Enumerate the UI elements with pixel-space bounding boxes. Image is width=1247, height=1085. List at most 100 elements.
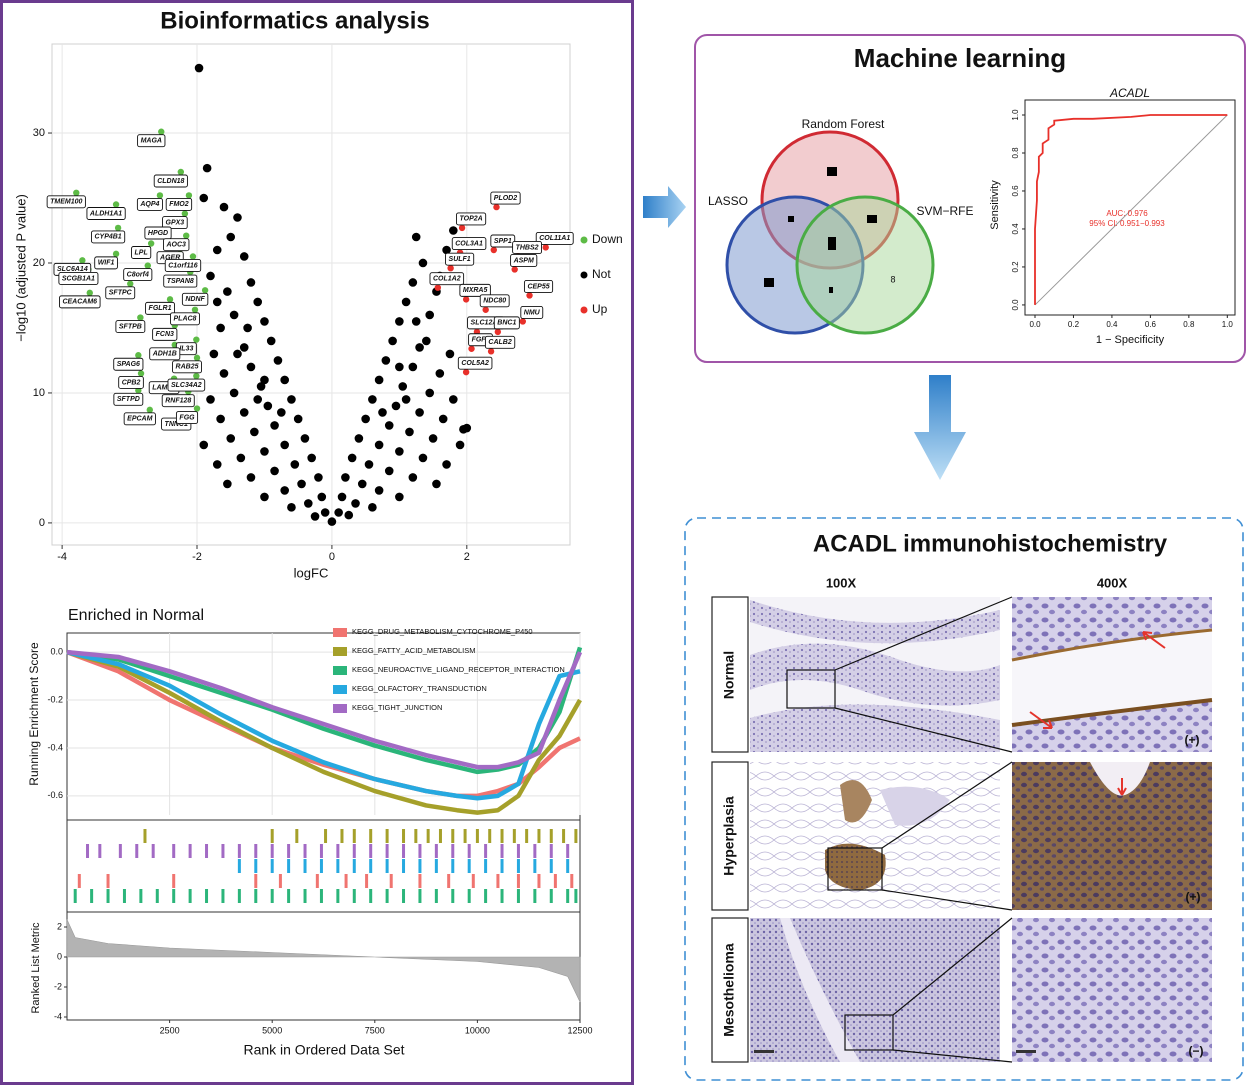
hit-mark bbox=[369, 859, 373, 873]
gene-label: HPGD bbox=[148, 230, 168, 237]
gene-label: ALDH1A1 bbox=[89, 210, 122, 217]
y-tick-label: 0.4 bbox=[1011, 223, 1020, 235]
y-axis-label: Sensitivity bbox=[989, 180, 1001, 230]
point bbox=[462, 296, 470, 303]
gene-label-box bbox=[123, 268, 153, 282]
point bbox=[314, 473, 323, 482]
venn-count: 8 bbox=[890, 274, 895, 284]
point bbox=[542, 244, 549, 251]
point bbox=[415, 343, 424, 352]
point bbox=[209, 349, 219, 359]
point bbox=[374, 440, 384, 450]
hit-mark bbox=[254, 844, 258, 858]
gene-label: FMO2 bbox=[169, 201, 189, 208]
chart-title: ACADL bbox=[1109, 86, 1150, 100]
hit-mark bbox=[287, 889, 291, 903]
hit-mark bbox=[402, 859, 406, 873]
hit-mark bbox=[500, 829, 504, 843]
point bbox=[418, 453, 428, 463]
point bbox=[482, 306, 489, 313]
gene-label: LPL bbox=[135, 249, 148, 256]
point bbox=[253, 297, 263, 307]
point bbox=[212, 245, 222, 255]
y-tick-label: 0.0 bbox=[50, 647, 63, 657]
point bbox=[307, 453, 316, 463]
gene-label: CLDN18 bbox=[157, 178, 184, 185]
gene-label: C1orf116 bbox=[168, 262, 198, 269]
hit-mark bbox=[516, 844, 520, 858]
point bbox=[447, 264, 454, 272]
point bbox=[418, 258, 428, 268]
gene-label-box bbox=[484, 335, 516, 349]
scale-bar bbox=[754, 1050, 774, 1053]
point bbox=[256, 382, 266, 391]
point bbox=[526, 292, 533, 299]
point bbox=[250, 427, 259, 437]
hit-mark bbox=[352, 889, 356, 903]
point bbox=[320, 508, 330, 517]
y-axis-label: Running Enrichment Score bbox=[27, 642, 41, 786]
hit-mark bbox=[237, 859, 241, 873]
gene-label: SFTPD bbox=[117, 396, 140, 403]
gene-label-box bbox=[479, 294, 510, 308]
point bbox=[490, 246, 497, 254]
hit-mark bbox=[90, 889, 94, 903]
point bbox=[270, 421, 279, 430]
point bbox=[212, 297, 222, 307]
point bbox=[395, 492, 404, 502]
legend-swatch bbox=[580, 271, 588, 279]
hit-mark bbox=[451, 844, 455, 858]
gene-label-box bbox=[86, 207, 126, 220]
gene-label: AGER bbox=[159, 255, 180, 262]
point bbox=[144, 262, 151, 269]
ihc-row-label: Normal bbox=[721, 651, 737, 699]
gene-label-box bbox=[459, 283, 491, 297]
point bbox=[468, 345, 475, 352]
point bbox=[158, 128, 165, 135]
point bbox=[156, 192, 164, 199]
gene-label: SLC12A8 bbox=[471, 320, 502, 327]
point bbox=[344, 510, 354, 520]
hit-mark bbox=[451, 889, 455, 903]
point bbox=[280, 375, 289, 385]
es-line bbox=[66, 649, 581, 801]
point bbox=[462, 423, 472, 433]
point bbox=[223, 479, 232, 489]
hit-mark bbox=[270, 859, 274, 873]
gene-label: RNF128 bbox=[165, 397, 191, 404]
hit-mark bbox=[155, 889, 159, 903]
legend-swatch bbox=[333, 666, 347, 675]
point bbox=[199, 440, 209, 450]
gene-label: C8orf4 bbox=[127, 271, 149, 278]
hit-mark bbox=[562, 829, 566, 843]
hit-mark bbox=[418, 874, 422, 888]
hit-mark bbox=[463, 829, 467, 843]
y-axis-label: −log10 (adjusted P value) bbox=[13, 194, 28, 342]
hit-mark bbox=[254, 874, 258, 888]
hit-mark bbox=[340, 829, 344, 843]
hit-mark bbox=[418, 844, 422, 858]
ihc-row-label: Hyperplasia bbox=[721, 796, 737, 876]
gene-label: NDNF bbox=[185, 296, 205, 303]
point bbox=[395, 362, 404, 372]
hit-mark bbox=[143, 829, 147, 843]
gene-label: AOC3 bbox=[165, 242, 186, 249]
hit-mark bbox=[512, 829, 516, 843]
point bbox=[147, 240, 155, 247]
point bbox=[374, 486, 384, 495]
gene-label-box bbox=[94, 256, 118, 270]
hit-mark bbox=[426, 829, 430, 843]
gene-label: CEACAM6 bbox=[62, 299, 97, 306]
hit-mark bbox=[471, 874, 475, 888]
plot-area bbox=[1024, 99, 1236, 316]
point bbox=[378, 408, 387, 417]
point bbox=[290, 460, 300, 469]
gene-label-box bbox=[163, 274, 198, 288]
legend-label: KEGG_DRUG_METABOLISM_CYTOCHROME_P450 bbox=[352, 627, 533, 636]
point bbox=[233, 349, 242, 359]
point bbox=[273, 356, 283, 365]
point bbox=[408, 473, 418, 482]
ihc-image bbox=[1012, 918, 1212, 1062]
gene-label-box bbox=[456, 212, 487, 226]
